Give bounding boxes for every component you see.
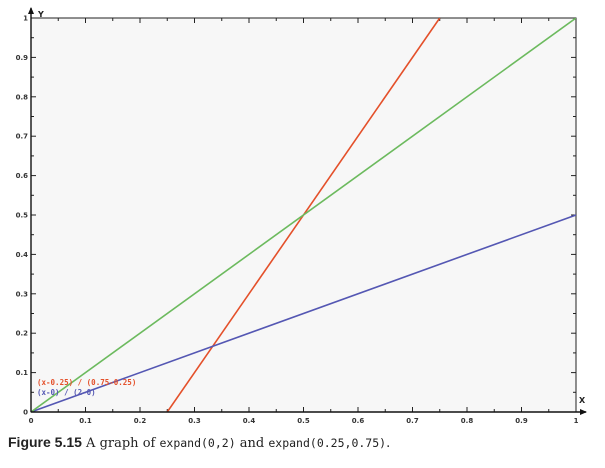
x-tick-label: 1: [574, 417, 579, 425]
function-graph: 0 0.1 0.2 0.3 0.4 0.5 0.6 0.7 0.8 0.9 1 0 0.1 0.2 0.3 0…: [16, 7, 587, 426]
y-tick-label: 0.3: [16, 290, 29, 298]
caption-code: expand(0,2): [159, 436, 236, 450]
y-tick-label: 0.9: [16, 54, 29, 62]
y-tick-label: 0.7: [16, 133, 29, 141]
y-tick-label: 0.2: [16, 330, 29, 338]
x-tick-label: 0.7: [406, 417, 419, 425]
tick-labels: 0 0.1 0.2 0.3 0.4 0.5 0.6 0.7 0.8 0.9 1 0 0.1 0.2 0.3 0…: [16, 15, 579, 426]
x-tick-label: 0.1: [79, 417, 92, 425]
x-axis-label: X: [579, 396, 586, 405]
caption-text: .: [386, 436, 391, 451]
series-line-1: [31, 214, 576, 412]
caption-text: and: [235, 436, 269, 451]
axes: [28, 7, 587, 415]
caption-code: expand(0.25,0.75): [268, 436, 387, 450]
x-tick-label: 0: [29, 417, 34, 425]
x-tick-label: 0.2: [134, 417, 147, 425]
x-tick-label: 0.5: [297, 417, 310, 425]
y-tick-label: 0.1: [16, 369, 29, 377]
x-axis-arrow: [580, 409, 587, 415]
x-tick-label: 0.6: [352, 417, 365, 425]
x-tick-label: 0.3: [188, 417, 201, 425]
x-tick-label: 0.8: [461, 417, 474, 425]
y-axis-label: Y: [37, 10, 44, 19]
y-axis-arrow: [28, 7, 34, 14]
y-tick-label: 0.8: [16, 93, 29, 101]
figure-label: Figure 5.15: [8, 434, 82, 450]
legend-entry: (x-0.25) / (0.75-0.25): [37, 378, 136, 387]
legend-entry: (x-0) / (2-0): [37, 388, 96, 397]
y-tick-label: 0.4: [16, 251, 29, 259]
y-tick-label: 0.6: [16, 172, 29, 180]
series-lines: [31, 18, 576, 412]
series-line-2: [31, 18, 576, 412]
y-tick-label: 0: [23, 409, 28, 417]
x-tick-label: 0.9: [515, 417, 528, 425]
y-tick-label: 0.5: [16, 212, 29, 220]
figure-caption: Figure 5.15 A graph of expand(0,2) and e…: [8, 434, 598, 451]
x-tick-label: 0.4: [243, 417, 256, 425]
y-tick-label: 1: [23, 15, 28, 23]
caption-text: A graph of: [81, 436, 160, 451]
legend: (x-0.25) / (0.75-0.25)(x-0) / (2-0): [37, 378, 136, 397]
